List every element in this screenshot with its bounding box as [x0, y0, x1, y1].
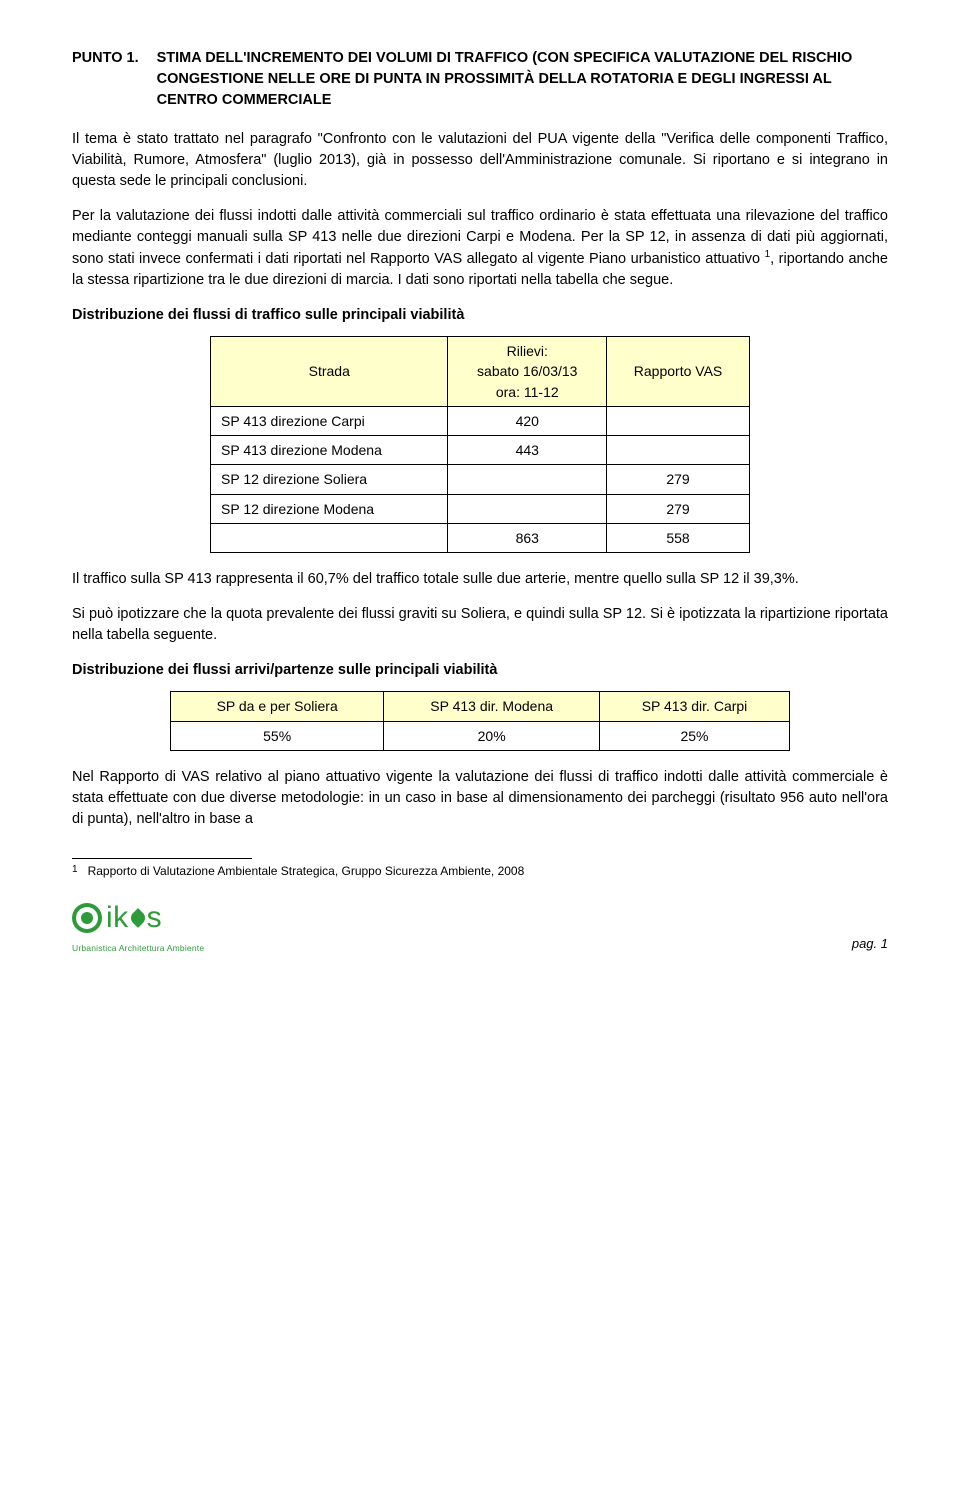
cell: 20% [384, 721, 600, 750]
paragraph-5: Nel Rapporto di VAS relativo al piano at… [72, 767, 888, 830]
footnote: 1 Rapporto di Valutazione Ambientale Str… [72, 863, 888, 880]
logo-subtitle: Urbanistica Architettura Ambiente [72, 942, 204, 954]
cell: 279 [607, 465, 750, 494]
page-number: pag. 1 [852, 935, 888, 954]
t1-col1: Rilievi: sabato 16/03/13 ora: 11-12 [448, 337, 607, 407]
t2-col1: SP 413 dir. Modena [384, 692, 600, 721]
paragraph-2: Per la valutazione dei flussi indotti da… [72, 206, 888, 291]
t2-col2: SP 413 dir. Carpi [600, 692, 790, 721]
cell: 55% [171, 721, 384, 750]
cell: 558 [607, 524, 750, 553]
t1-col2: Rapporto VAS [607, 337, 750, 407]
logo: iks Urbanistica Architettura Ambiente [72, 896, 204, 954]
leaf-icon [128, 908, 148, 928]
section-heading: PUNTO 1. STIMA DELL'INCREMENTO DEI VOLUM… [72, 48, 888, 111]
footnote-divider [72, 858, 252, 859]
cell: SP 12 direzione Modena [211, 494, 448, 523]
table-total-row: 863 558 [211, 524, 750, 553]
logo-main: iks [72, 896, 162, 940]
subheading-2: Distribuzione dei flussi arrivi/partenze… [72, 660, 888, 681]
table-row: SP 12 direzione Modena 279 [211, 494, 750, 523]
logo-text: iks [106, 896, 162, 940]
logo-circle-icon [72, 903, 102, 933]
cell [448, 494, 607, 523]
cell: 443 [448, 436, 607, 465]
cell: 420 [448, 406, 607, 435]
paragraph-3: Il traffico sulla SP 413 rappresenta il … [72, 569, 888, 590]
cell: SP 413 direzione Carpi [211, 406, 448, 435]
cell: 863 [448, 524, 607, 553]
t1-col0: Strada [211, 337, 448, 407]
cell: 25% [600, 721, 790, 750]
table-traffic-distribution: Strada Rilievi: sabato 16/03/13 ora: 11-… [210, 336, 750, 553]
cell: SP 12 direzione Soliera [211, 465, 448, 494]
footnote-number: 1 [72, 863, 78, 880]
heading-title: STIMA DELL'INCREMENTO DEI VOLUMI DI TRAF… [157, 48, 888, 111]
table-row: 55% 20% 25% [171, 721, 790, 750]
t2-col0: SP da e per Soliera [171, 692, 384, 721]
paragraph-1: Il tema è stato trattato nel paragrafo "… [72, 129, 888, 192]
table-row: SP 12 direzione Soliera 279 [211, 465, 750, 494]
heading-label: PUNTO 1. [72, 48, 139, 69]
cell [211, 524, 448, 553]
cell: 279 [607, 494, 750, 523]
subheading-1: Distribuzione dei flussi di traffico sul… [72, 305, 888, 326]
cell [607, 406, 750, 435]
cell: SP 413 direzione Modena [211, 436, 448, 465]
page-footer: iks Urbanistica Architettura Ambiente pa… [72, 896, 888, 954]
table-row: SP 413 direzione Carpi 420 [211, 406, 750, 435]
table-row: SP 413 direzione Modena 443 [211, 436, 750, 465]
cell [448, 465, 607, 494]
cell [607, 436, 750, 465]
footnote-text: Rapporto di Valutazione Ambientale Strat… [88, 863, 525, 880]
table-arrivals-departures: SP da e per Soliera SP 413 dir. Modena S… [170, 691, 790, 751]
paragraph-4: Si può ipotizzare che la quota prevalent… [72, 604, 888, 646]
